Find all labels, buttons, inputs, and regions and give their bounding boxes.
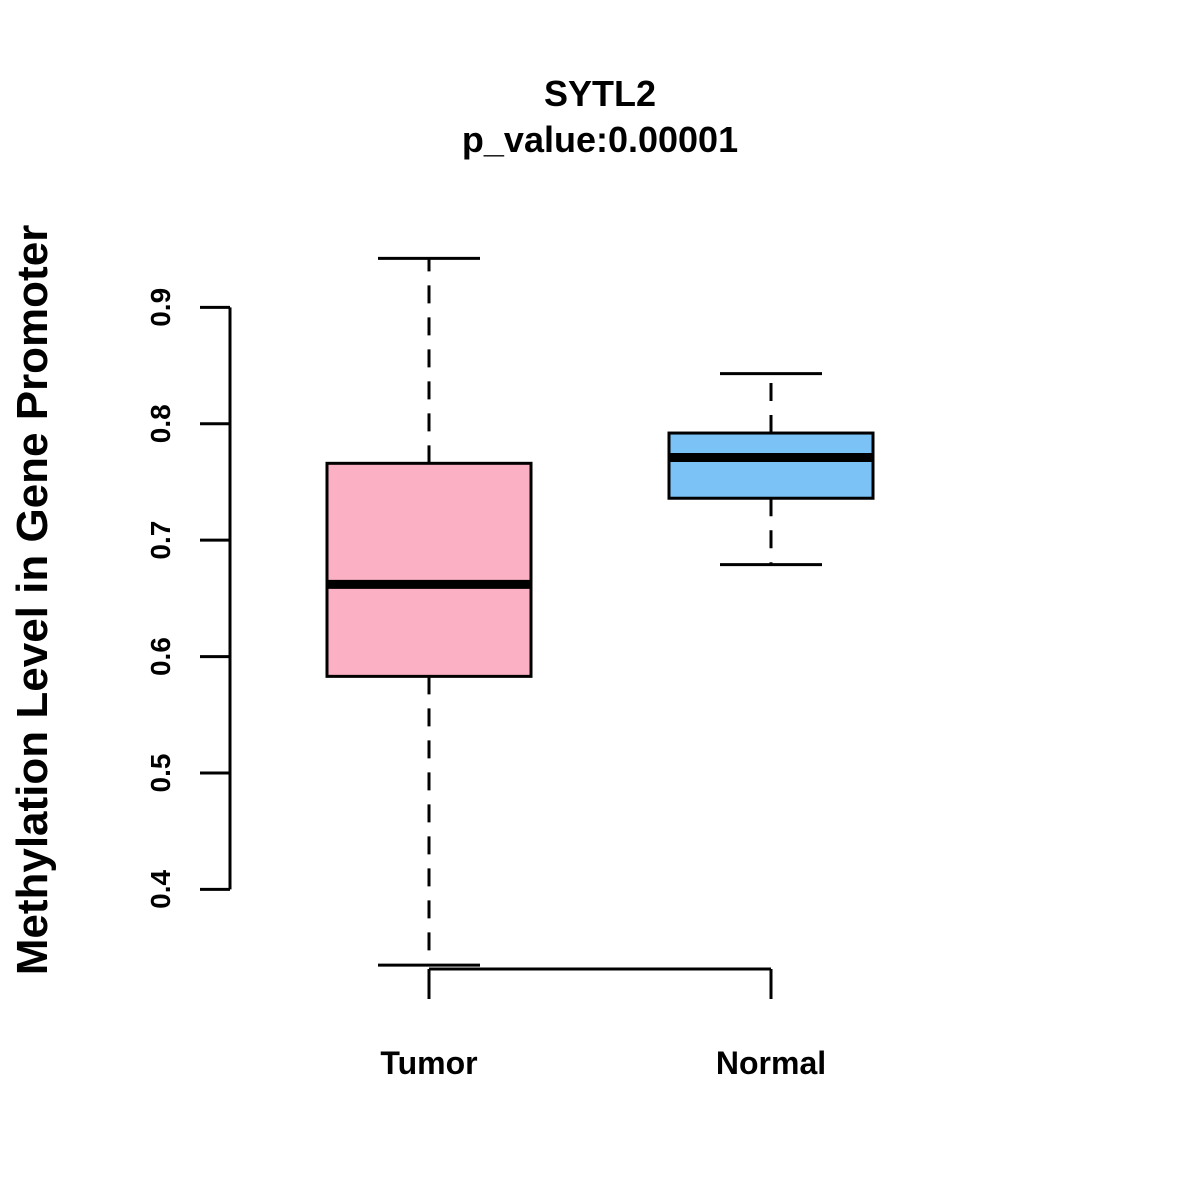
boxes bbox=[325, 256, 875, 967]
y-axis: 0.4 0.5 0.6 0.7 0.8 0.9 bbox=[145, 288, 232, 909]
y-tick-label: 0.5 bbox=[145, 754, 176, 793]
y-tick-label: 0.4 bbox=[145, 870, 176, 909]
chart-subtitle: p_value:0.00001 bbox=[462, 119, 738, 160]
y-axis-label: Methylation Level in Gene Promoter bbox=[8, 225, 57, 976]
box-iqr bbox=[667, 431, 875, 500]
box-group-tumor bbox=[325, 256, 533, 967]
x-tick-label: Normal bbox=[716, 1045, 826, 1081]
chart-title: SYTL2 bbox=[544, 73, 656, 114]
y-tick-label: 0.8 bbox=[145, 404, 176, 443]
x-axis: Tumor Normal bbox=[380, 967, 826, 1081]
y-tick-label: 0.7 bbox=[145, 521, 176, 560]
box-group-normal bbox=[667, 372, 875, 567]
box-iqr bbox=[325, 461, 533, 678]
x-tick-label: Tumor bbox=[380, 1045, 477, 1081]
y-tick-label: 0.9 bbox=[145, 288, 176, 327]
y-tick-label: 0.6 bbox=[145, 637, 176, 676]
